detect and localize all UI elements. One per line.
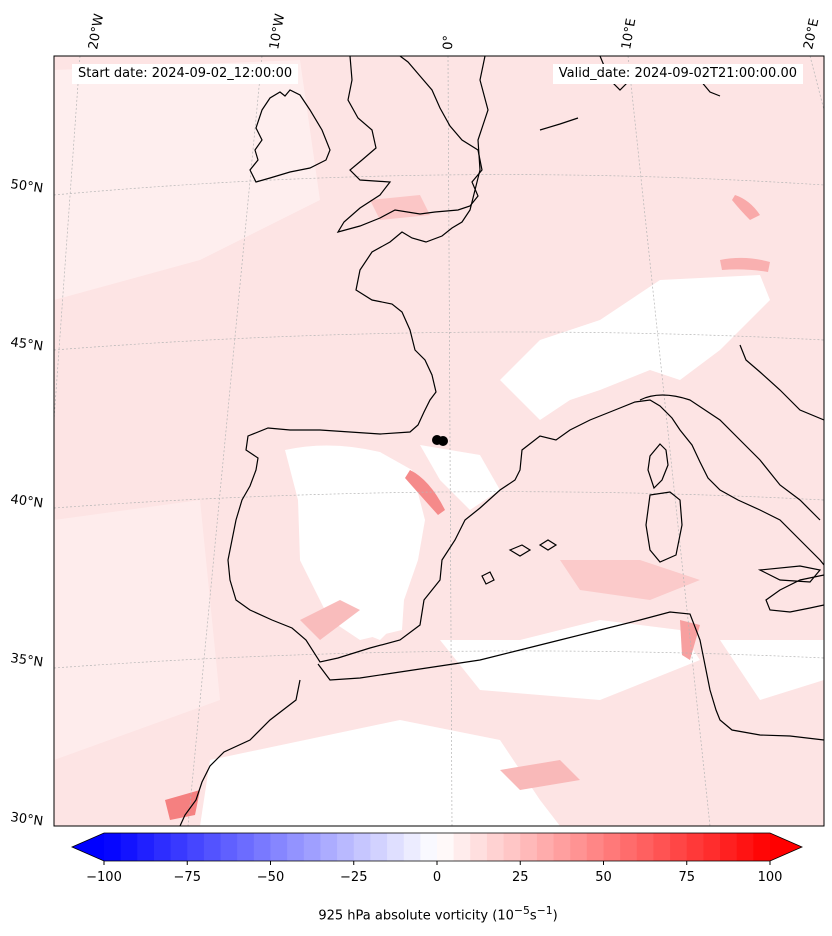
colorbar-segment [686, 833, 704, 861]
colorbar-label-exponent: −5 [513, 904, 530, 917]
colorbar-segment [720, 833, 738, 861]
colorbar-segment [253, 833, 271, 861]
colorbar-segment [536, 833, 555, 861]
colorbar-segment [137, 833, 155, 861]
start-date-label: Start date: 2024-09-02_12:00:00 [72, 64, 299, 84]
menorca-coast [538, 539, 558, 551]
colorbar-segment [470, 833, 488, 861]
africa-north-coast [317, 611, 824, 741]
colorbar-tick-label: 25 [512, 870, 529, 885]
colorbar-segment [437, 833, 455, 861]
colorbar-segment [503, 833, 521, 861]
colorbar-tick-label: −100 [86, 870, 122, 885]
colorbar-tick-label: 0 [433, 870, 441, 885]
coastlines [179, 56, 824, 826]
britain-coast [336, 56, 483, 233]
colorbar-segment [703, 833, 721, 861]
colorbar-segment [337, 833, 355, 861]
colorbar-ticks: −100 −75 −50 −25 0 25 50 75 100 [86, 861, 782, 885]
colorbar-segment [320, 833, 338, 861]
colorbar-segment [553, 833, 571, 861]
colorbar-segment [237, 833, 255, 861]
colorbar-label-unit: s [529, 908, 537, 924]
colorbar-segment [420, 833, 438, 861]
colorbar-segment [453, 833, 471, 861]
mainland-coast [227, 56, 824, 663]
colorbar-segment [586, 833, 604, 861]
colorbar-label-prefix: 925 hPa absolute vorticity (10 [318, 908, 514, 924]
sicily-coast [757, 565, 822, 583]
lon-label: 20°E [801, 17, 822, 51]
colorbar-segment [287, 833, 305, 861]
colorbar-label: 925 hPa absolute vorticity (10−5s−1) [0, 904, 832, 923]
colorbar-segment [187, 833, 205, 861]
colorbar-segment [270, 833, 288, 861]
colorbar-segment [370, 833, 388, 861]
colorbar [71, 832, 803, 862]
colorbar-tick-label: −50 [257, 870, 284, 885]
lat-label: 45°N [9, 335, 44, 354]
colorbar-segment [353, 833, 371, 861]
colorbar-segment [170, 833, 188, 861]
colorbar-segment [403, 833, 421, 861]
colorbar-tick-label: −25 [340, 870, 367, 885]
colorbar-segment [387, 833, 405, 861]
colorbar-segment [120, 833, 138, 861]
colorbar-label-exponent: −1 [536, 904, 553, 917]
lon-label: 20°W [86, 13, 107, 51]
map-frame [53, 55, 825, 827]
latitude-labels: 50°N 45°N 40°N 35°N 30°N [9, 177, 44, 829]
vorticity-field [54, 56, 824, 826]
location-marker [432, 435, 448, 446]
africa-atlantic-coast [179, 679, 301, 826]
adriatic-coast [739, 344, 824, 421]
colorbar-segment [670, 833, 688, 861]
colorbar-segment [104, 833, 122, 861]
colorbar-segment [220, 833, 238, 861]
colorbar-tick-label: 100 [758, 870, 783, 885]
corsica-coast [647, 443, 669, 490]
lat-label: 40°N [9, 492, 44, 511]
ibiza-coast [481, 571, 495, 585]
colorbar-max-extend [770, 833, 802, 861]
colorbar-label-suffix: ) [552, 908, 558, 924]
colorbar-min-extend [72, 833, 104, 861]
colorbar-segment [203, 833, 222, 861]
lat-label: 50°N [9, 177, 44, 196]
colorbar-tick-label: 50 [595, 870, 612, 885]
lon-label: 0° [441, 35, 457, 50]
colorbar-segment [620, 833, 638, 861]
colorbar-tick-label: 75 [678, 870, 695, 885]
lon-label: 10°W [267, 13, 288, 51]
colorbar-segment [303, 833, 321, 861]
baltic-coast [699, 79, 721, 97]
colorbar-tick-label: −75 [174, 870, 201, 885]
mallorca-coast [508, 544, 532, 557]
lat-label: 35°N [9, 651, 44, 670]
colorbar-segment [520, 833, 538, 861]
colorbar-segment [636, 833, 654, 861]
lat-label: 30°N [9, 810, 44, 829]
sardinia-coast [645, 491, 683, 563]
colorbar-segment [486, 833, 505, 861]
graticule [54, 56, 824, 826]
colorbar-segment [753, 833, 771, 861]
longitude-labels: 20°W 10°W 0° 10°E 20°E [86, 13, 822, 51]
colorbar-segment [603, 833, 621, 861]
ireland-coast [249, 89, 331, 183]
colorbar-segment [153, 833, 172, 861]
colorbar-segment [653, 833, 671, 861]
lon-label: 10°E [619, 17, 639, 50]
valid-date-label: Valid_date: 2024-09-02T21:00:00.00 [552, 64, 803, 84]
colorbar-segment [570, 833, 588, 861]
colorbar-segment [736, 833, 754, 861]
